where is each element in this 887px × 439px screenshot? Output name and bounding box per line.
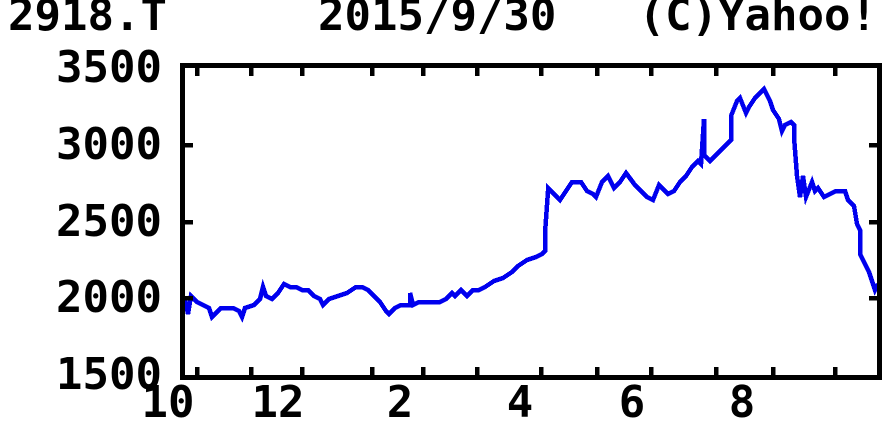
y-tick-mark [185, 296, 193, 301]
x-tick-mark [771, 367, 776, 375]
y-tick-mark [869, 143, 877, 148]
x-axis-tick-label: 10 [141, 377, 195, 428]
x-tick-mark [370, 367, 375, 375]
x-tick-mark [833, 367, 838, 375]
x-tick-mark [833, 68, 838, 76]
x-tick-mark [421, 367, 426, 375]
x-tick-mark [249, 68, 254, 76]
x-tick-mark [300, 68, 305, 76]
y-tick-mark [185, 220, 193, 225]
y-axis-tick-label: 2000 [56, 272, 162, 323]
x-tick-mark [475, 367, 480, 375]
x-tick-mark [595, 68, 600, 76]
chart-plot-area [180, 63, 882, 380]
x-axis-tick-label: 2 [386, 377, 414, 428]
y-axis-tick-label: 2500 [56, 196, 162, 247]
x-tick-mark [421, 68, 426, 76]
x-tick-mark [249, 367, 254, 375]
x-tick-mark [539, 68, 544, 76]
x-tick-mark [595, 367, 600, 375]
chart-date: 2015/9/30 [318, 0, 557, 41]
ticker-symbol: 2918.T [8, 0, 167, 41]
x-axis-tick-label: 6 [618, 377, 646, 428]
x-axis-tick-label: 8 [728, 377, 756, 428]
x-tick-mark [195, 68, 200, 76]
y-tick-mark [869, 296, 877, 301]
x-axis-tick-label: 12 [251, 377, 305, 428]
copyright-label: (C)Yahoo! [638, 0, 877, 41]
y-axis-tick-label: 1500 [56, 349, 162, 400]
x-tick-mark [370, 68, 375, 76]
x-tick-mark [714, 68, 719, 76]
y-axis-tick-label: 3000 [56, 119, 162, 170]
x-tick-mark [300, 367, 305, 375]
y-tick-mark [185, 143, 193, 148]
price-line-chart [185, 68, 877, 375]
x-tick-mark [771, 68, 776, 76]
x-tick-mark [714, 367, 719, 375]
price-series-line [185, 85, 877, 323]
x-tick-mark [539, 367, 544, 375]
x-tick-mark [475, 68, 480, 76]
x-tick-mark [195, 367, 200, 375]
y-tick-mark [869, 220, 877, 225]
x-axis-tick-label: 4 [506, 377, 534, 428]
y-axis-tick-label: 3500 [56, 42, 162, 93]
x-tick-mark [649, 68, 654, 76]
x-tick-mark [649, 367, 654, 375]
